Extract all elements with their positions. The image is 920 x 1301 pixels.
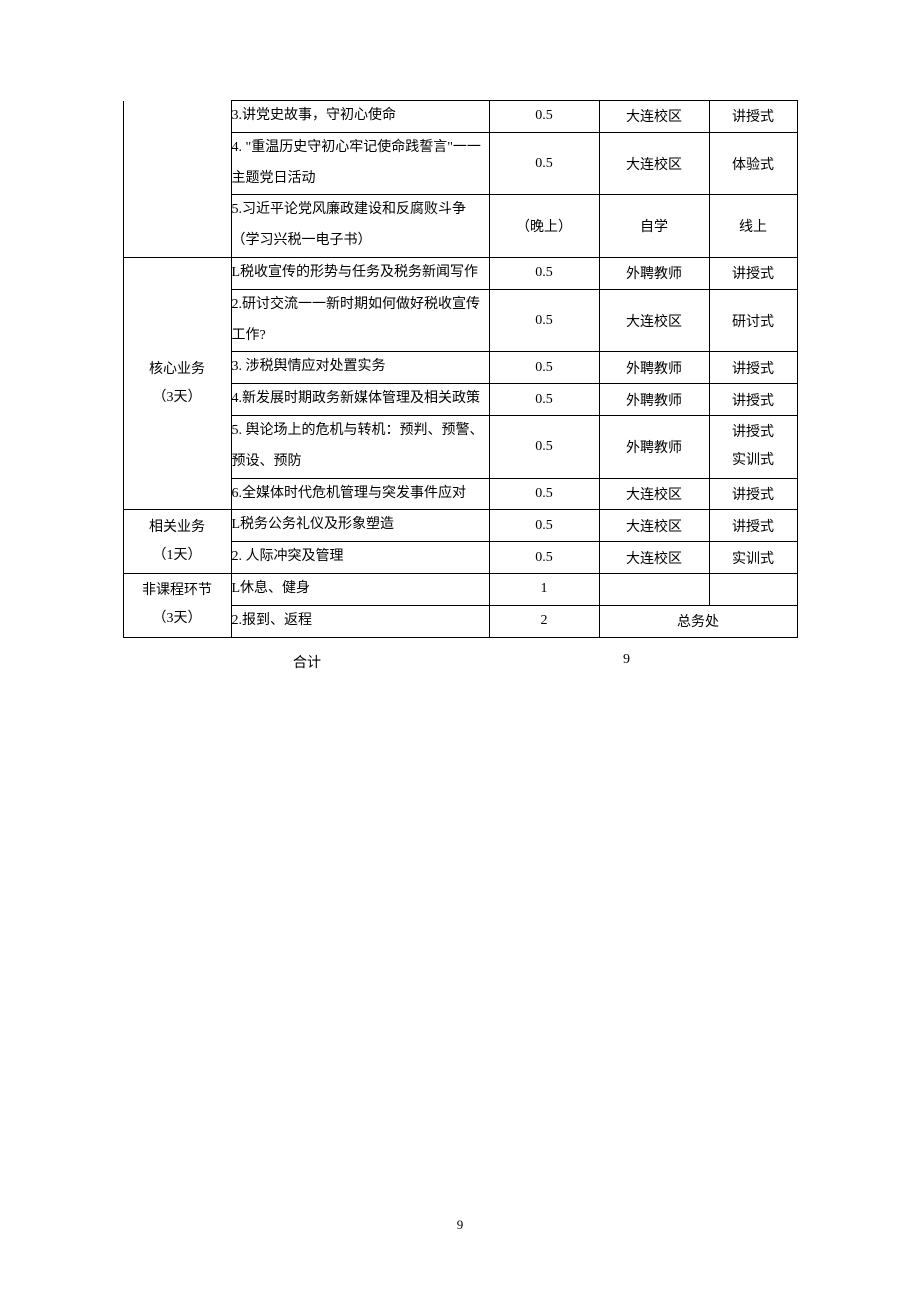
content-cell: 6.全媒体时代危机管理与突发事件应对 <box>231 478 489 510</box>
category-title: 非课程环节 <box>142 583 212 598</box>
mode-cell: 讲授式 实训式 <box>709 415 797 478</box>
merged-cell: 总务处 <box>599 605 797 637</box>
mode-cell: 实训式 <box>709 542 797 574</box>
category-sub: （3天） <box>153 390 202 405</box>
mode-cell: 讲授式 <box>709 510 797 542</box>
duration-cell: 2 <box>489 605 599 637</box>
mode-line: 讲授式 <box>732 425 774 440</box>
table-row: 非课程环节 （3天） L休息、健身 1 <box>123 573 797 605</box>
category-cell: 非课程环节 （3天） <box>123 573 231 637</box>
source-cell <box>599 573 709 605</box>
category-sub: （3天） <box>153 611 202 626</box>
duration-cell: 1 <box>489 573 599 605</box>
content-cell: 3.讲党史故事，守初心使命 <box>231 101 489 133</box>
source-cell: 外聘教师 <box>599 384 709 416</box>
table-row: 5.习近平论党风廉政建设和反腐败斗争（学习兴税一电子书） （晚上） 自学 线上 <box>123 195 797 258</box>
category-title: 相关业务 <box>149 520 205 535</box>
category-cell: 相关业务 （1天） <box>123 510 231 574</box>
duration-cell: 0.5 <box>489 257 599 289</box>
category-cell <box>123 195 231 258</box>
mode-cell: 研讨式 <box>709 289 797 352</box>
mode-cell: 讲授式 <box>709 257 797 289</box>
content-cell: 2.报到、返程 <box>231 605 489 637</box>
content-cell: L休息、健身 <box>231 573 489 605</box>
content-cell: 2.研讨交流一一新时期如何做好税收宣传工作? <box>231 289 489 352</box>
category-title: 核心业务 <box>149 362 205 377</box>
content-cell: 5. 舆论场上的危机与转机：预判、预警、预设、预防 <box>231 415 489 478</box>
duration-cell: 0.5 <box>489 384 599 416</box>
total-label: 合计 <box>293 652 321 672</box>
duration-cell: （晚上） <box>489 195 599 258</box>
source-cell: 大连校区 <box>599 132 709 195</box>
source-cell: 外聘教师 <box>599 352 709 384</box>
content-cell: 4.新发展时期政务新媒体管理及相关政策 <box>231 384 489 416</box>
table-row: 4. "重温历史守初心牢记使命践誓言"一一主题党日活动 0.5 大连校区 体验式 <box>123 132 797 195</box>
table-row: 3.讲党史故事，守初心使命 0.5 大连校区 讲授式 <box>123 101 797 133</box>
duration-cell: 0.5 <box>489 542 599 574</box>
content-cell: 3. 涉税舆情应对处置实务 <box>231 352 489 384</box>
content-cell: L税务公务礼仪及形象塑造 <box>231 510 489 542</box>
document-page: 3.讲党史故事，守初心使命 0.5 大连校区 讲授式 4. "重温历史守初心牢记… <box>0 0 920 1301</box>
mode-cell: 讲授式 <box>709 384 797 416</box>
category-cell <box>123 132 231 195</box>
source-cell: 大连校区 <box>599 542 709 574</box>
category-cell: 核心业务 （3天） <box>123 257 231 509</box>
content-cell: L税收宣传的形势与任务及税务新闻写作 <box>231 257 489 289</box>
duration-cell: 0.5 <box>489 478 599 510</box>
table-row: 核心业务 （3天） L税收宣传的形势与任务及税务新闻写作 0.5 外聘教师 讲授… <box>123 257 797 289</box>
source-cell: 大连校区 <box>599 101 709 133</box>
mode-cell <box>709 573 797 605</box>
content-cell: 2. 人际冲突及管理 <box>231 542 489 574</box>
duration-cell: 0.5 <box>489 101 599 133</box>
duration-cell: 0.5 <box>489 415 599 478</box>
page-number: 9 <box>0 1217 920 1233</box>
table-row: 相关业务 （1天） L税务公务礼仪及形象塑造 0.5 大连校区 讲授式 <box>123 510 797 542</box>
source-cell: 自学 <box>599 195 709 258</box>
mode-cell: 讲授式 <box>709 101 797 133</box>
course-table: 3.讲党史故事，守初心使命 0.5 大连校区 讲授式 4. "重温历史守初心牢记… <box>123 100 798 638</box>
mode-cell: 讲授式 <box>709 352 797 384</box>
duration-cell: 0.5 <box>489 510 599 542</box>
content-cell: 5.习近平论党风廉政建设和反腐败斗争（学习兴税一电子书） <box>231 195 489 258</box>
duration-cell: 0.5 <box>489 352 599 384</box>
mode-cell: 线上 <box>709 195 797 258</box>
source-cell: 大连校区 <box>599 510 709 542</box>
source-cell: 大连校区 <box>599 478 709 510</box>
duration-cell: 0.5 <box>489 289 599 352</box>
source-cell: 大连校区 <box>599 289 709 352</box>
total-row: 合计 9 <box>123 652 797 672</box>
mode-cell: 体验式 <box>709 132 797 195</box>
category-cell <box>123 101 231 133</box>
mode-line: 实训式 <box>732 453 774 468</box>
total-value: 9 <box>623 652 630 668</box>
mode-cell: 讲授式 <box>709 478 797 510</box>
content-cell: 4. "重温历史守初心牢记使命践誓言"一一主题党日活动 <box>231 132 489 195</box>
category-sub: （1天） <box>153 548 202 563</box>
source-cell: 外聘教师 <box>599 415 709 478</box>
duration-cell: 0.5 <box>489 132 599 195</box>
source-cell: 外聘教师 <box>599 257 709 289</box>
